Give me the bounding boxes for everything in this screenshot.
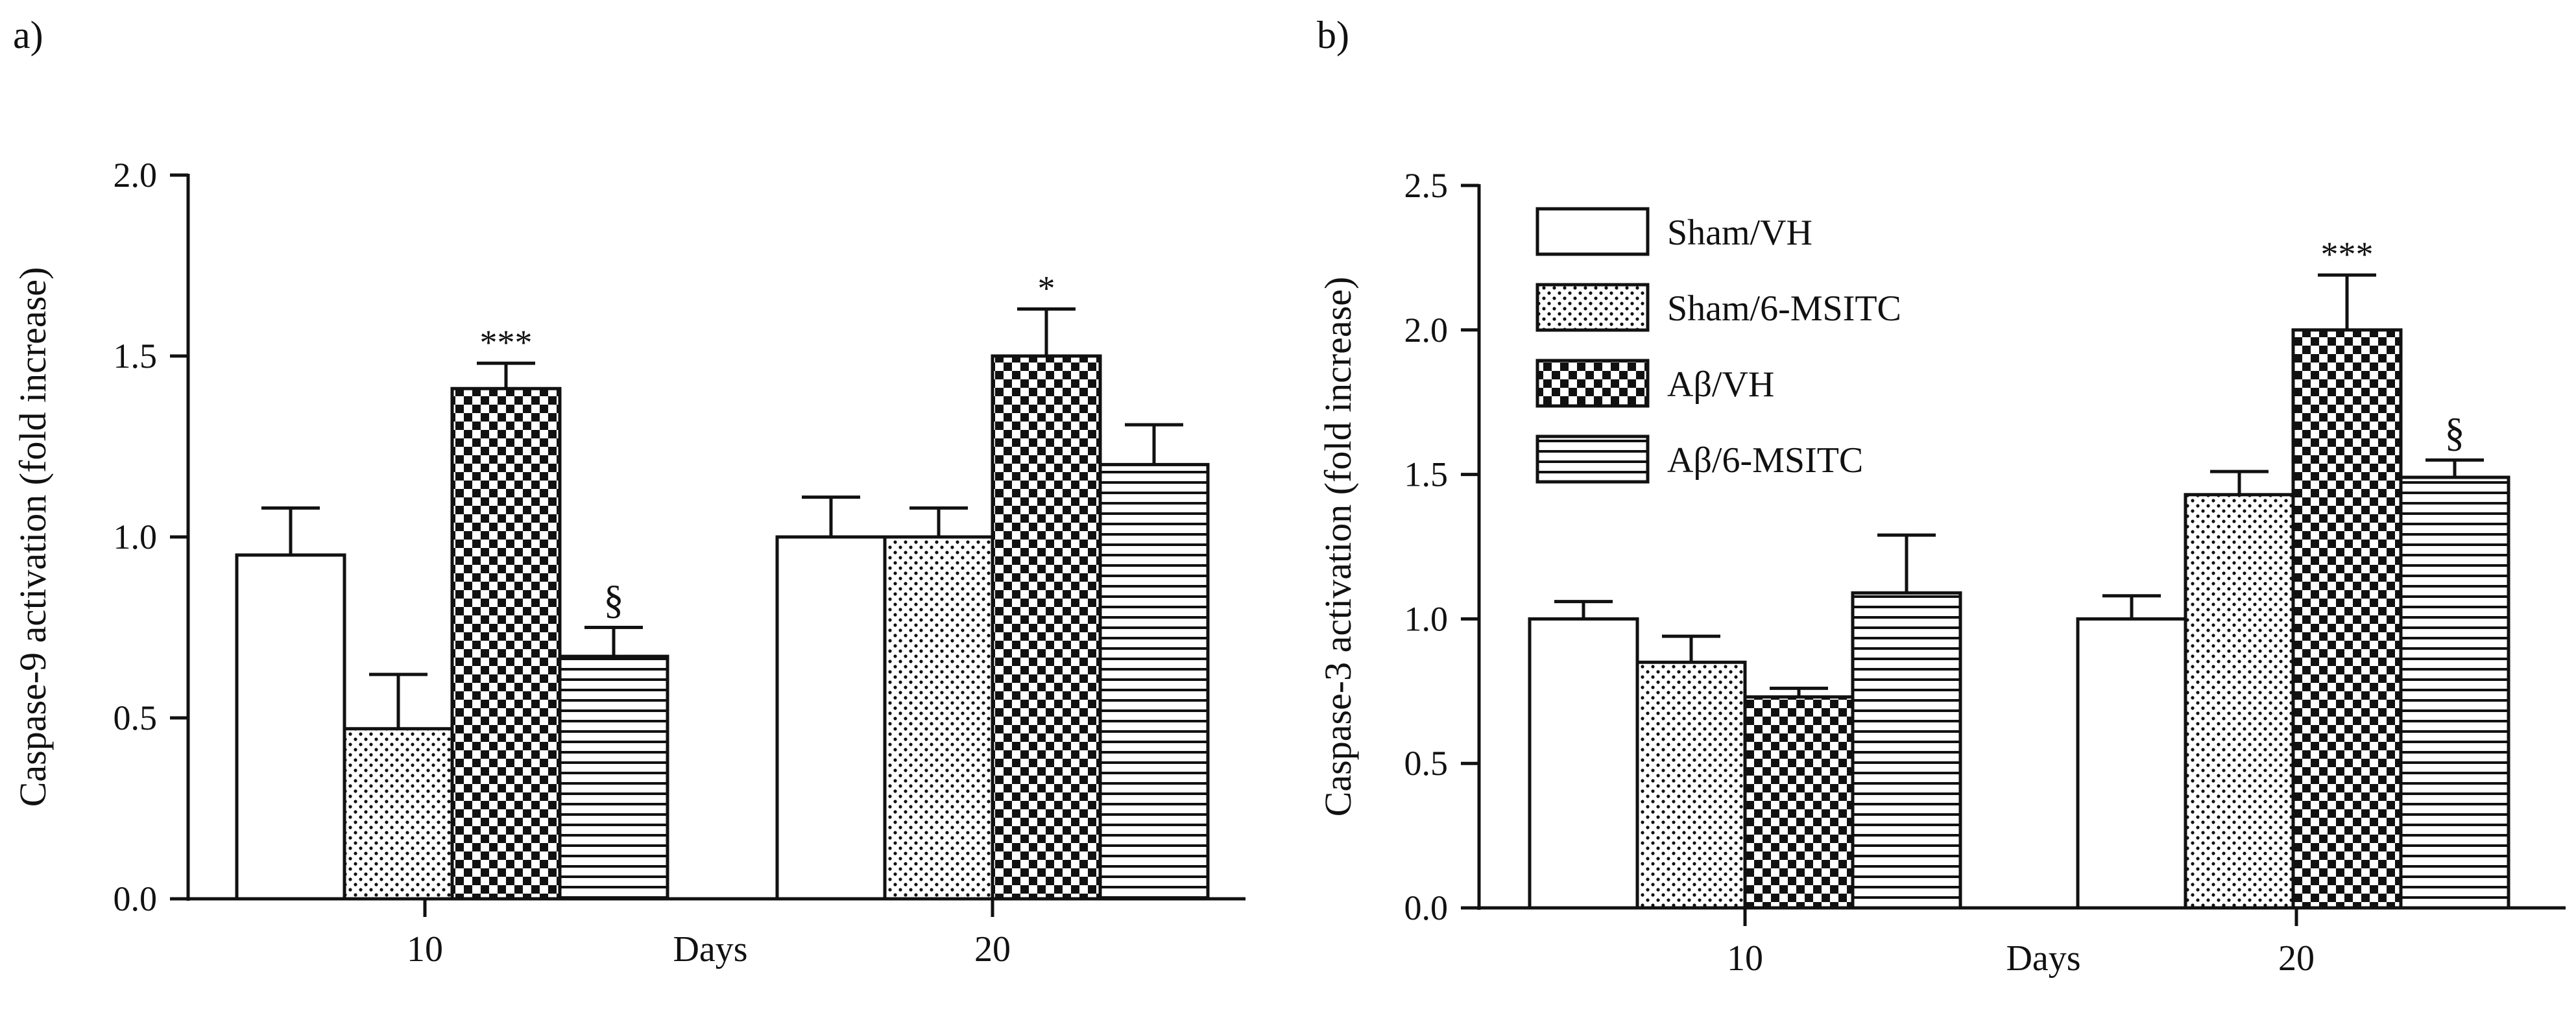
bar-checkerboard-10 <box>450 387 562 901</box>
panel-b-chart: *** § 0.0 0.5 1.0 1.5 2.0 2.5 10 20 Days Caspase-3 … <box>1317 166 2566 979</box>
legend-swatch-open <box>1535 207 1650 256</box>
x-tick-label: 10 <box>407 929 443 969</box>
legend-swatch-horizontal-stripes <box>1535 434 1650 484</box>
bar-horizontal-stripes-20 <box>2399 475 2510 910</box>
x-tick-label: 20 <box>974 929 1011 969</box>
y-axis-label: Caspase-9 activation (fold increase) <box>12 267 54 807</box>
y-tick-label: 2.0 <box>114 156 158 195</box>
bar-checkerboard-20 <box>2291 328 2403 910</box>
x-tick-label: 10 <box>1727 938 1763 979</box>
legend-label: Sham/6-MSITC <box>1667 289 1901 329</box>
y-tick-label: 0.5 <box>1404 744 1449 783</box>
panel-b-label: b) <box>1317 14 1349 56</box>
bar-open-20 <box>775 535 887 901</box>
bar-dotted-10 <box>343 727 454 901</box>
y-tick-label: 0.0 <box>114 879 158 918</box>
bar-dotted-10 <box>1635 660 1747 910</box>
y-tick-label: 2.5 <box>1404 166 1449 205</box>
x-tick-label: 20 <box>2278 938 2315 979</box>
x-axis-label: Days <box>673 929 747 969</box>
bar-checkerboard-10 <box>1743 695 1855 910</box>
bar-checkerboard-20 <box>991 354 1102 901</box>
bar-horizontal-stripes-10 <box>558 654 669 901</box>
legend-swatch-dotted <box>1535 283 1650 332</box>
bar-open-20 <box>2076 617 2187 910</box>
x-axis-label: Days <box>2006 938 2080 979</box>
significance-annotation: * <box>1038 268 1055 307</box>
y-tick-label: 1.5 <box>114 337 158 375</box>
bar-dotted-20 <box>883 535 994 901</box>
legend-label: Aβ/6-MSITC <box>1667 440 1863 481</box>
y-tick-label: 1.5 <box>1404 455 1449 494</box>
bar-open-10 <box>235 553 346 901</box>
legend-label: Sham/VH <box>1667 213 1812 253</box>
bar-dotted-20 <box>2184 493 2295 910</box>
bar-horizontal-stripes-10 <box>1851 591 1962 910</box>
significance-annotation: § <box>604 578 624 623</box>
panel-a-label: a) <box>13 14 43 56</box>
legend-label: Aβ/VH <box>1667 364 1774 405</box>
bar-horizontal-stripes-20 <box>1098 462 1210 901</box>
y-tick-label: 2.0 <box>1404 311 1449 350</box>
legend-swatch-checkerboard <box>1535 359 1650 408</box>
significance-annotation: § <box>2445 410 2465 455</box>
significance-annotation: *** <box>480 323 533 362</box>
y-tick-label: 0.0 <box>1404 888 1449 927</box>
y-tick-label: 0.5 <box>114 698 158 737</box>
bar-open-10 <box>1528 617 1639 910</box>
significance-annotation: *** <box>2321 235 2374 274</box>
y-axis-label: Caspase-3 activation (fold increase) <box>1317 277 1359 817</box>
y-tick-label: 1.0 <box>1404 599 1449 638</box>
y-tick-label: 1.0 <box>114 517 158 556</box>
